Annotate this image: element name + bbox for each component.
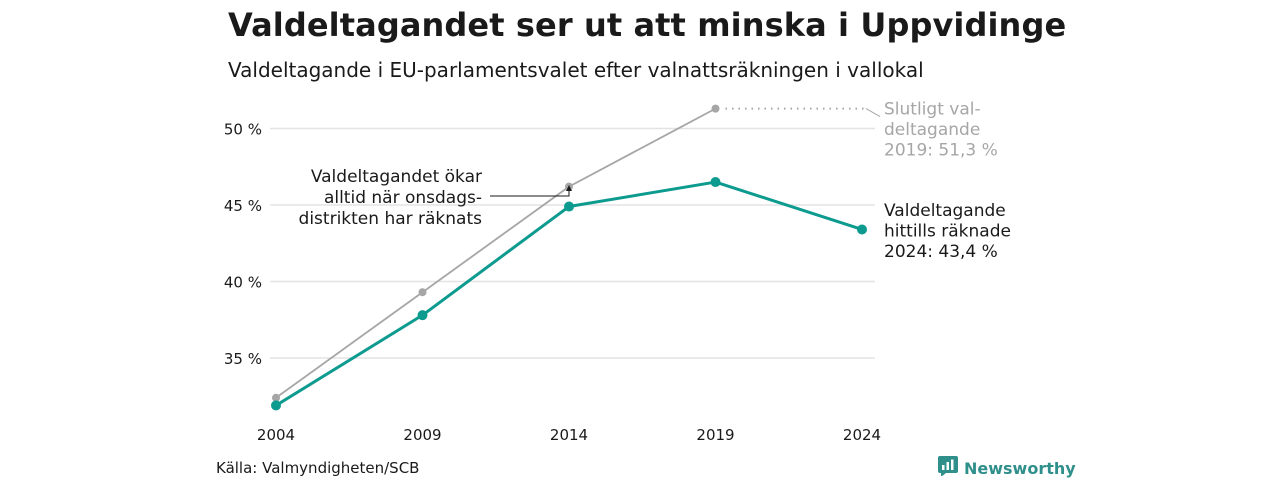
newsworthy-logo-icon: [938, 456, 958, 480]
x-tick-label: 2004: [257, 426, 295, 444]
final-annotation-line: 2019: 51,3 %: [884, 141, 998, 161]
note-arrow-line: [490, 190, 570, 197]
final-annotation-line: deltagande: [884, 120, 980, 140]
source-note: Källa: Valmyndigheten/SCB: [216, 459, 420, 477]
data-point-current: [857, 224, 867, 235]
note-arrow-head: [566, 185, 572, 191]
data-point-current: [710, 177, 721, 188]
data-point-final: [711, 104, 720, 113]
final-annotation-line: Slutligt val-: [884, 100, 981, 120]
series-line-final: [275, 107, 716, 399]
x-tick-label: 2009: [403, 426, 441, 444]
final-leader-tick: [865, 108, 881, 118]
data-point-current: [271, 400, 281, 411]
current-annotation-line: hittills räknade: [884, 222, 1011, 242]
note-annotation-line: distrikten har räknats: [299, 209, 483, 229]
note-annotation-line: Valdeltagandet ökar: [311, 167, 482, 187]
y-tick-label: 35 %: [224, 350, 262, 368]
chart-title: Valdeltagandet ser ut att minska i Uppvi…: [228, 6, 1067, 44]
brand-name: Newsworthy: [964, 458, 1076, 478]
y-tick-label: 40 %: [224, 274, 262, 292]
x-tick-label: 2014: [550, 426, 588, 444]
y-tick-label: 45 %: [224, 197, 262, 215]
current-annotation-line: 2024: 43,4 %: [884, 242, 998, 262]
chart-subtitle: Valdeltagande i EU-parlamentsvalet efter…: [228, 58, 924, 82]
data-point-current: [417, 310, 428, 321]
data-point-final: [272, 393, 280, 402]
note-annotation-line: alltid när onsdags-: [324, 188, 482, 208]
brand-logo: Newsworthy: [938, 456, 1076, 480]
data-point-current: [564, 201, 574, 212]
x-tick-label: 2024: [843, 426, 881, 444]
y-tick-label: 50 %: [224, 121, 262, 139]
current-annotation-line: Valdeltagande: [884, 201, 1006, 221]
data-point-final: [418, 288, 427, 297]
x-tick-label: 2019: [696, 426, 734, 444]
